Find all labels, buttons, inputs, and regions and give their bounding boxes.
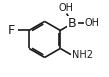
Text: OH: OH (85, 18, 100, 28)
Text: B: B (68, 17, 77, 30)
Text: F: F (8, 24, 15, 37)
Text: OH: OH (58, 3, 73, 13)
Text: NH2: NH2 (72, 50, 93, 60)
